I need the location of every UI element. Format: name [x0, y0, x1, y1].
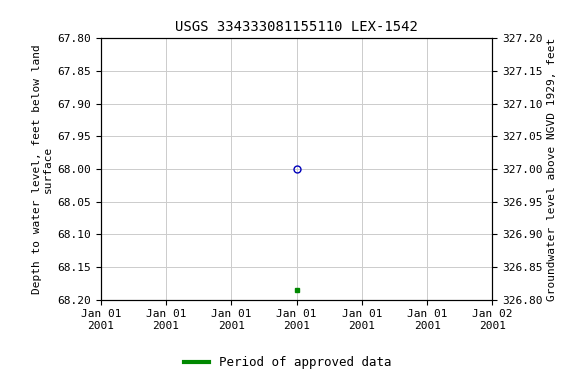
Y-axis label: Depth to water level, feet below land
surface: Depth to water level, feet below land su…: [32, 44, 53, 294]
Y-axis label: Groundwater level above NGVD 1929, feet: Groundwater level above NGVD 1929, feet: [547, 37, 557, 301]
Legend: Period of approved data: Period of approved data: [179, 351, 397, 374]
Title: USGS 334333081155110 LEX-1542: USGS 334333081155110 LEX-1542: [175, 20, 418, 35]
